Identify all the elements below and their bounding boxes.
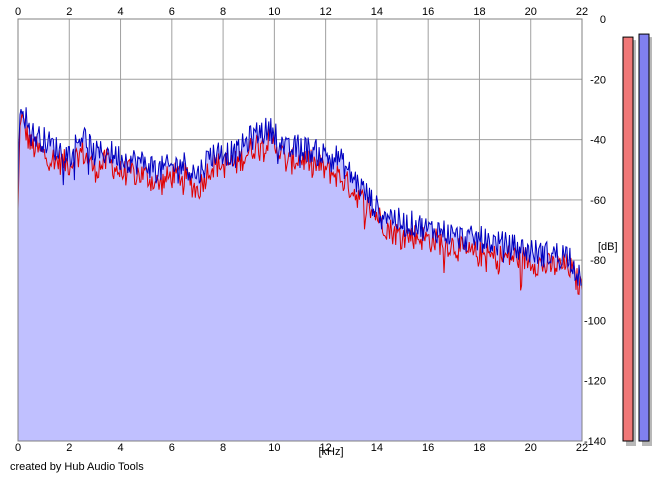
y-tick--80: -80 xyxy=(590,255,606,267)
x-tick-top-6: 6 xyxy=(169,6,175,18)
x-axis-bottom: 0 2 4 6 8 10 12 14 16 18 20 22 xyxy=(15,442,588,454)
x-tick-top-4: 4 xyxy=(117,6,123,18)
level-meters xyxy=(622,33,652,446)
spectrum-fill xyxy=(18,107,582,442)
y-tick-0: 0 xyxy=(600,14,606,26)
x-tick-top-20: 20 xyxy=(525,6,537,18)
x-tick-bottom-12: 12 xyxy=(320,442,332,454)
x-tick-bottom-6: 6 xyxy=(169,442,175,454)
x-tick-top-12: 12 xyxy=(320,6,332,18)
x-tick-bottom-0: 0 xyxy=(15,442,21,454)
y-axis-label: [dB] xyxy=(598,241,618,253)
x-tick-bottom-10: 10 xyxy=(268,442,280,454)
plot-border xyxy=(17,18,583,442)
x-tick-bottom-18: 18 xyxy=(473,442,485,454)
x-tick-bottom-4: 4 xyxy=(117,442,123,454)
series-line-1 xyxy=(17,107,583,287)
x-tick-top-16: 16 xyxy=(422,6,434,18)
spectrum-area-1 xyxy=(18,107,582,442)
y-tick--100: -100 xyxy=(584,315,606,327)
x-tick-top-0: 0 xyxy=(15,6,21,18)
x-axis-label: [kHz] xyxy=(318,446,343,458)
y-tick--120: -120 xyxy=(584,376,606,388)
y-tick--40: -40 xyxy=(590,135,606,147)
x-tick-top-10: 10 xyxy=(268,6,280,18)
x-tick-top-2: 2 xyxy=(66,6,72,18)
y-axis: 0 -20 -40 -60 -80 -100 -120 -140 xyxy=(584,14,606,448)
x-tick-bottom-14: 14 xyxy=(371,442,383,454)
y-tick--20: -20 xyxy=(590,74,606,86)
x-tick-bottom-22: 22 xyxy=(576,442,588,454)
x-tick-bottom-8: 8 xyxy=(220,442,226,454)
x-tick-top-14: 14 xyxy=(371,6,383,18)
y-tick--60: -60 xyxy=(590,195,606,207)
x-axis-top: 0 2 4 6 8 10 12 14 16 18 20 22 xyxy=(15,6,588,18)
x-tick-top-22: 22 xyxy=(576,6,588,18)
level-bar-1 xyxy=(638,33,650,442)
x-tick-bottom-20: 20 xyxy=(525,442,537,454)
level-bar-0 xyxy=(622,36,634,442)
x-tick-bottom-16: 16 xyxy=(422,442,434,454)
spectrum-series xyxy=(17,107,583,295)
spectrum-chart: 0 2 4 6 8 10 12 14 16 18 20 22 0 2 4 6 8 10 12 14 16 18 20 22 … xyxy=(15,6,652,458)
y-tick--140: -140 xyxy=(584,436,606,448)
plot-frame xyxy=(17,18,583,442)
x-tick-top-8: 8 xyxy=(220,6,226,18)
x-tick-bottom-2: 2 xyxy=(66,442,72,454)
credit-text: created by Hub Audio Tools xyxy=(10,461,144,473)
x-tick-top-18: 18 xyxy=(473,6,485,18)
